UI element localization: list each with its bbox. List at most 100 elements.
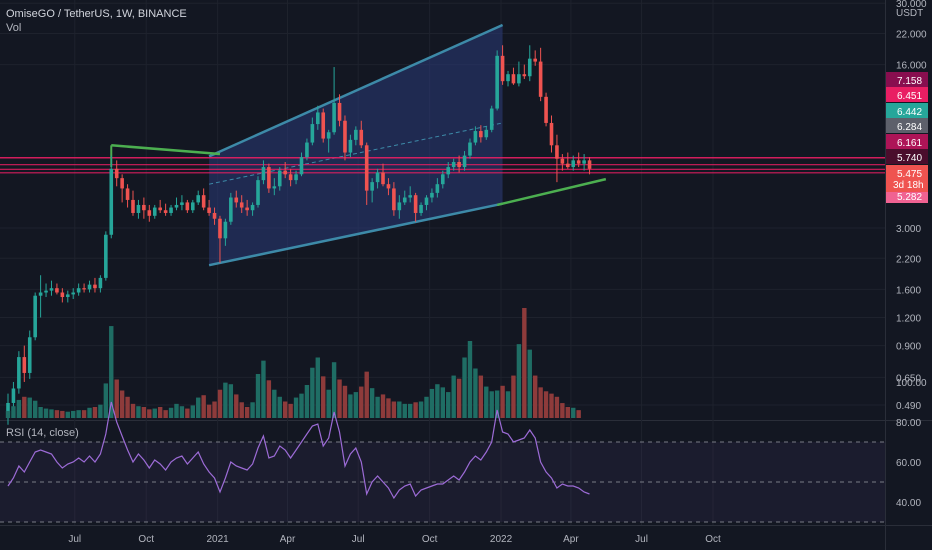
candle-body: [229, 197, 233, 222]
x-tick-label: Jul: [635, 534, 648, 545]
volume-bar: [5, 410, 11, 418]
channel-lower-line: [208, 202, 503, 267]
volume-bar: [32, 400, 38, 418]
volume-bar: [462, 357, 467, 418]
candle-body: [533, 58, 537, 62]
volume-bar: [369, 388, 375, 418]
candle-body: [163, 210, 168, 213]
candle-body: [517, 74, 521, 84]
y-tick-label: 1.600: [896, 285, 921, 296]
y-tick-label: 1.200: [896, 313, 921, 324]
volume-bar: [16, 399, 22, 418]
volume-bar: [467, 341, 473, 418]
candle-body: [294, 174, 298, 181]
volume-bar: [446, 392, 451, 418]
candle-body: [87, 284, 92, 290]
candle-body: [305, 142, 309, 158]
candle-body: [538, 61, 543, 97]
candle-body: [98, 277, 103, 289]
candle-body: [147, 210, 152, 216]
volume-bar: [185, 408, 190, 418]
price-label-box: [886, 149, 928, 164]
x-tick-label: Oct: [138, 534, 154, 545]
candle-body: [239, 202, 244, 208]
y-tick-label: 3.000: [896, 224, 921, 235]
volume-bar: [11, 406, 16, 418]
price-label-text: 7.158: [897, 76, 922, 87]
candle-body: [152, 207, 157, 216]
candle-body: [489, 108, 494, 130]
candle-body: [462, 155, 467, 168]
volume-bar: [571, 407, 576, 418]
candle-body: [560, 158, 565, 164]
volume-bar: [440, 387, 445, 418]
volume-bar: [157, 407, 163, 418]
candle-body: [158, 207, 162, 211]
candle-body: [245, 207, 249, 211]
volume-bar: [228, 384, 234, 418]
candle-body: [142, 204, 146, 211]
x-tick-label: Jul: [352, 534, 365, 545]
candle-body: [473, 131, 478, 143]
volume-bar: [152, 408, 157, 418]
candle-body: [17, 357, 21, 389]
volume-bar: [125, 396, 130, 418]
candle-body: [506, 74, 510, 82]
candle-body: [522, 74, 527, 77]
candle-body: [234, 197, 239, 203]
volume-bar: [266, 380, 272, 418]
volume-bar: [212, 401, 217, 418]
volume-bar: [429, 388, 435, 418]
volume-bar: [505, 391, 511, 418]
volume-bar: [87, 407, 92, 418]
price-label-text: 6.161: [897, 138, 922, 149]
candle-body: [136, 204, 141, 213]
volume-bar: [196, 397, 201, 418]
volume-label: Vol: [6, 22, 22, 34]
candle-body: [44, 290, 48, 293]
volume-bar: [255, 374, 261, 418]
trend-line: [111, 144, 221, 156]
rsi-pane: [0, 401, 885, 523]
candle-body: [272, 186, 277, 189]
candle-body: [381, 172, 385, 185]
volume-bar: [136, 406, 141, 418]
volume-bar: [500, 385, 505, 418]
volume-bar: [359, 386, 364, 418]
candle-body: [283, 170, 287, 175]
symbol-title: OmiseGO / TetherUS, 1W, BINANCE: [6, 8, 187, 20]
candle-body: [22, 357, 27, 373]
candle-body: [413, 195, 418, 213]
volume-bar: [565, 407, 571, 418]
candle-body: [212, 212, 217, 219]
volume-bar: [250, 402, 255, 418]
candle-body: [49, 288, 54, 291]
volume-bar: [38, 407, 43, 418]
candle-body: [11, 388, 16, 403]
y-tick-label: 0.490: [896, 401, 921, 412]
volume-bar: [168, 407, 174, 418]
volume-bar: [527, 349, 532, 418]
candle-body: [441, 174, 445, 185]
volume-bar: [315, 357, 320, 418]
volume-bar: [244, 407, 250, 418]
volume-bar: [81, 410, 87, 418]
candle-body: [267, 167, 271, 189]
volume-bar: [473, 368, 478, 418]
volume-bar: [71, 410, 76, 418]
candles: [6, 45, 592, 425]
volume-bar: [451, 375, 456, 418]
rsi-tick-label: 40.00: [896, 498, 921, 509]
candle-body: [419, 204, 423, 213]
volume-bar: [293, 397, 299, 418]
volume-bar: [549, 393, 554, 418]
candle-body: [408, 195, 412, 198]
candle-body: [354, 129, 358, 140]
candle-body: [370, 182, 374, 191]
price-label-text: 5.475: [897, 169, 922, 180]
trend-line: [496, 177, 607, 207]
candle-body: [93, 284, 97, 289]
y-tick-label: 16.000: [896, 61, 927, 72]
volume-bar: [163, 410, 168, 418]
